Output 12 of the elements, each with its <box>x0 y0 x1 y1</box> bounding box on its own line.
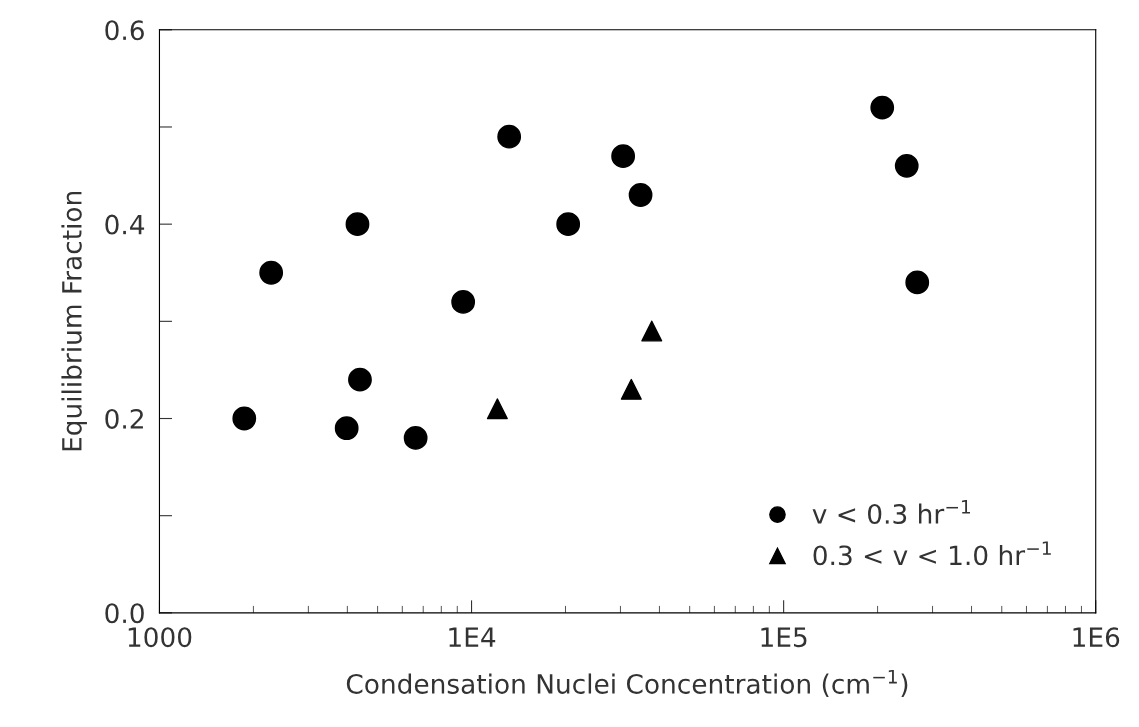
x-tick-label: 1E5 <box>761 627 807 648</box>
y-tick-label: 0.2 <box>105 408 143 429</box>
y-tick-label: 0.6 <box>105 20 144 41</box>
x-tick-label: 1E6 <box>1073 627 1120 648</box>
y-tick-label: 0.0 <box>105 603 144 624</box>
y-axis-title: Equilibrium Fraction <box>61 191 87 451</box>
legend-label: v < 0.3 hr$^{−1}$ <box>812 500 970 524</box>
y-tick-label: 0.4 <box>105 214 145 235</box>
legend-label: 0.3 < v < 1.0 hr$^{−1}$ <box>813 541 1051 566</box>
x-tick-label: 1000 <box>128 627 192 648</box>
x-axis-title: Condensation Nuclei Concentration (cm$^{−1}$) <box>346 669 908 697</box>
x-tick-label: 1E4 <box>449 627 496 647</box>
